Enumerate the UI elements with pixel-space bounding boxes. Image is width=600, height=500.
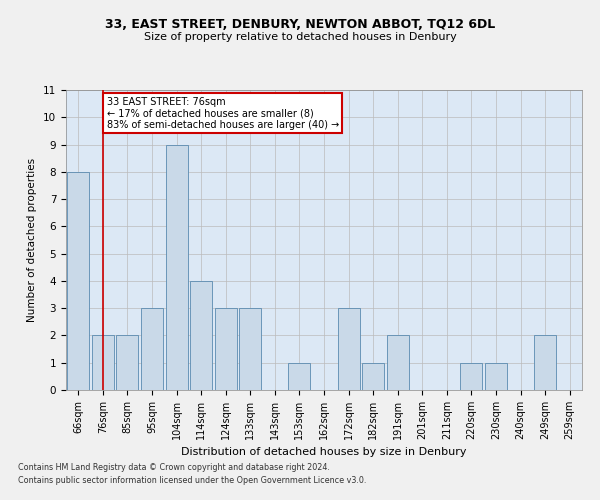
Bar [362,362,384,390]
Bar [92,336,114,390]
Bar [534,336,556,390]
Bar [289,362,310,390]
Text: 33 EAST STREET: 76sqm
← 17% of detached houses are smaller (8)
83% of semi-detac: 33 EAST STREET: 76sqm ← 17% of detached … [107,97,339,130]
Bar [141,308,163,390]
Bar [67,172,89,390]
Text: Contains public sector information licensed under the Open Government Licence v3: Contains public sector information licen… [18,476,367,485]
Bar [190,281,212,390]
Text: Size of property relative to detached houses in Denbury: Size of property relative to detached ho… [143,32,457,42]
Text: Contains HM Land Registry data © Crown copyright and database right 2024.: Contains HM Land Registry data © Crown c… [18,464,330,472]
Bar [239,308,262,390]
Bar [485,362,507,390]
Bar [166,144,188,390]
Bar [386,336,409,390]
X-axis label: Distribution of detached houses by size in Denbury: Distribution of detached houses by size … [181,448,467,458]
Bar [338,308,359,390]
Bar [116,336,139,390]
Text: 33, EAST STREET, DENBURY, NEWTON ABBOT, TQ12 6DL: 33, EAST STREET, DENBURY, NEWTON ABBOT, … [105,18,495,30]
Bar [215,308,237,390]
Y-axis label: Number of detached properties: Number of detached properties [28,158,37,322]
Bar [460,362,482,390]
